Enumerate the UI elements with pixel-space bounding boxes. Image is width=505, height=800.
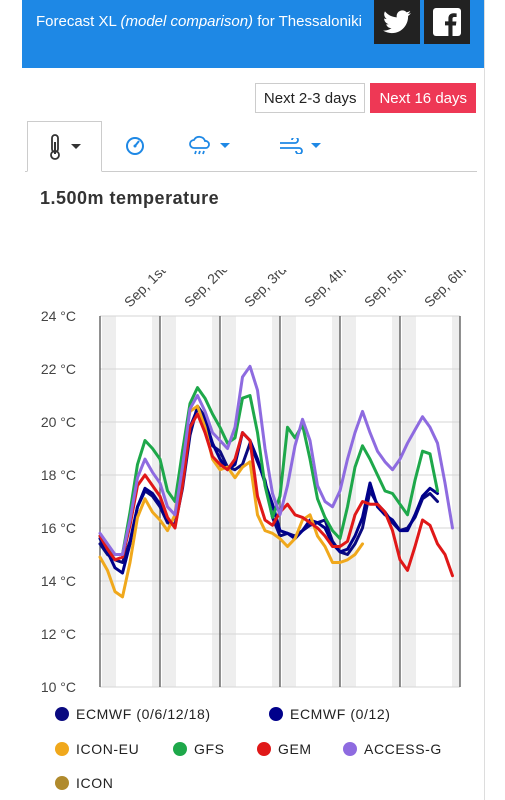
night-band — [162, 316, 176, 687]
tab-precipitation[interactable] — [188, 121, 231, 171]
y-tick-label: 22 °C — [41, 361, 76, 377]
page-title: Forecast XL (model comparison) for Thess… — [36, 13, 362, 30]
day-label: Sep, 4th — [301, 270, 349, 310]
chevron-down-icon — [70, 143, 81, 149]
legend-ecmwf-0-6-12-18[interactable]: ECMWF (0/6/12/18) — [55, 706, 211, 722]
legend-icon[interactable]: ICON — [55, 775, 113, 791]
chevron-down-icon — [220, 143, 230, 148]
chevron-down-icon — [311, 143, 321, 148]
gauge-icon — [126, 137, 144, 155]
y-tick-label: 18 °C — [41, 467, 76, 483]
cloud-rain-icon — [189, 135, 210, 155]
y-tick-label: 12 °C — [41, 626, 76, 642]
wind-icon — [280, 138, 303, 154]
legend-icon-eu[interactable]: ICON-EU — [55, 741, 139, 757]
facebook-share-button[interactable] — [424, 0, 470, 44]
y-tick-label: 16 °C — [41, 520, 76, 536]
series-line-gfs — [98, 386, 439, 556]
day-label: Sep, 6th — [421, 270, 469, 310]
y-tick-label: 24 °C — [41, 308, 76, 324]
chart-title: 1.500m temperature — [40, 188, 220, 208]
tab-wind[interactable] — [279, 121, 322, 171]
legend-ecmwf-0-12[interactable]: ECMWF (0/12) — [269, 706, 391, 722]
tab-temperature[interactable] — [27, 121, 102, 172]
temperature-chart: 10 °C 12 °C 14 °C 16 °C 18 °C 20 °C 22 °C 24 °C… — [41, 270, 469, 695]
series-line-gem — [98, 412, 454, 578]
legend-access-g[interactable]: ACCESS-G — [343, 741, 442, 757]
series-line-icon-eu — [98, 404, 364, 599]
thermometer-icon — [49, 133, 60, 160]
day-label: Sep, 2nd — [181, 270, 232, 310]
series-line-ecmwf-0-12 — [98, 407, 439, 575]
night-band — [212, 316, 220, 687]
twitter-share-button[interactable] — [374, 0, 420, 44]
next-16-days-button[interactable]: Next 16 days — [370, 83, 476, 113]
page-border — [484, 0, 485, 800]
day-label: Sep, 3rd — [241, 270, 290, 310]
tab-pressure[interactable] — [125, 121, 145, 171]
y-tick-label: 10 °C — [41, 679, 76, 695]
legend-gfs[interactable]: GFS — [173, 741, 225, 757]
night-band — [392, 316, 400, 687]
night-band — [282, 316, 296, 687]
header-bar: Forecast XL (model comparison) for Thess… — [22, 0, 484, 68]
day-label: Sep, 5th — [361, 270, 409, 310]
y-tick-label: 14 °C — [41, 573, 76, 589]
range-selector: Next 2-3 days Next 16 days — [250, 83, 476, 113]
next-2-3-days-button[interactable]: Next 2-3 days — [254, 83, 366, 113]
night-band — [452, 316, 460, 687]
facebook-icon — [433, 8, 461, 36]
variable-tabs — [25, 121, 477, 172]
y-tick-label: 20 °C — [41, 414, 76, 430]
night-band — [102, 316, 116, 687]
series-line-access-g — [98, 364, 454, 556]
legend-gem[interactable]: GEM — [257, 741, 312, 757]
day-label: Sep, 1st — [121, 270, 169, 310]
twitter-icon — [383, 10, 411, 34]
night-band — [222, 316, 236, 687]
